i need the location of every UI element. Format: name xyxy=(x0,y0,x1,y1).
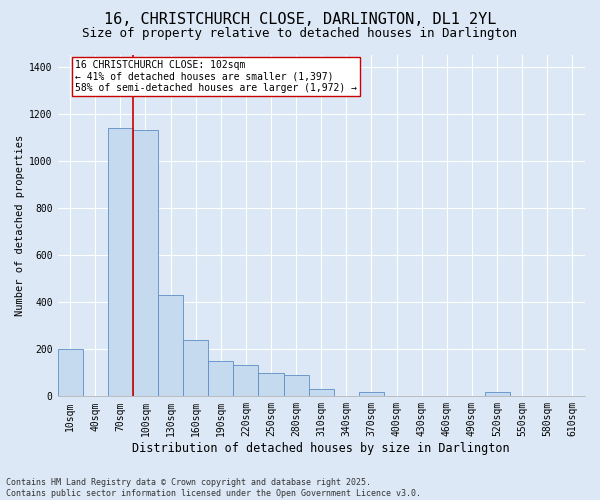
Bar xyxy=(284,375,309,396)
Text: 16, CHRISTCHURCH CLOSE, DARLINGTON, DL1 2YL: 16, CHRISTCHURCH CLOSE, DARLINGTON, DL1 … xyxy=(104,12,496,28)
Bar xyxy=(359,392,384,396)
Bar xyxy=(158,295,183,396)
X-axis label: Distribution of detached houses by size in Darlington: Distribution of detached houses by size … xyxy=(133,442,510,455)
Text: Size of property relative to detached houses in Darlington: Size of property relative to detached ho… xyxy=(83,28,517,40)
Y-axis label: Number of detached properties: Number of detached properties xyxy=(15,135,25,316)
Text: 16 CHRISTCHURCH CLOSE: 102sqm
← 41% of detached houses are smaller (1,397)
58% o: 16 CHRISTCHURCH CLOSE: 102sqm ← 41% of d… xyxy=(75,60,357,93)
Bar xyxy=(183,340,208,396)
Bar xyxy=(133,130,158,396)
Bar xyxy=(208,361,233,396)
Bar xyxy=(108,128,133,396)
Text: Contains HM Land Registry data © Crown copyright and database right 2025.
Contai: Contains HM Land Registry data © Crown c… xyxy=(6,478,421,498)
Bar xyxy=(58,350,83,397)
Bar xyxy=(233,364,259,396)
Bar xyxy=(259,373,284,396)
Bar xyxy=(309,390,334,396)
Bar xyxy=(485,392,509,396)
